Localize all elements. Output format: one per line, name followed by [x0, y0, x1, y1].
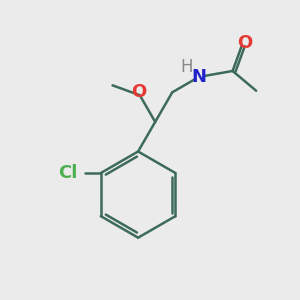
Text: H: H [180, 58, 193, 76]
Text: Cl: Cl [58, 164, 77, 182]
Text: N: N [191, 68, 206, 86]
Text: O: O [131, 83, 146, 101]
Text: O: O [237, 34, 253, 52]
